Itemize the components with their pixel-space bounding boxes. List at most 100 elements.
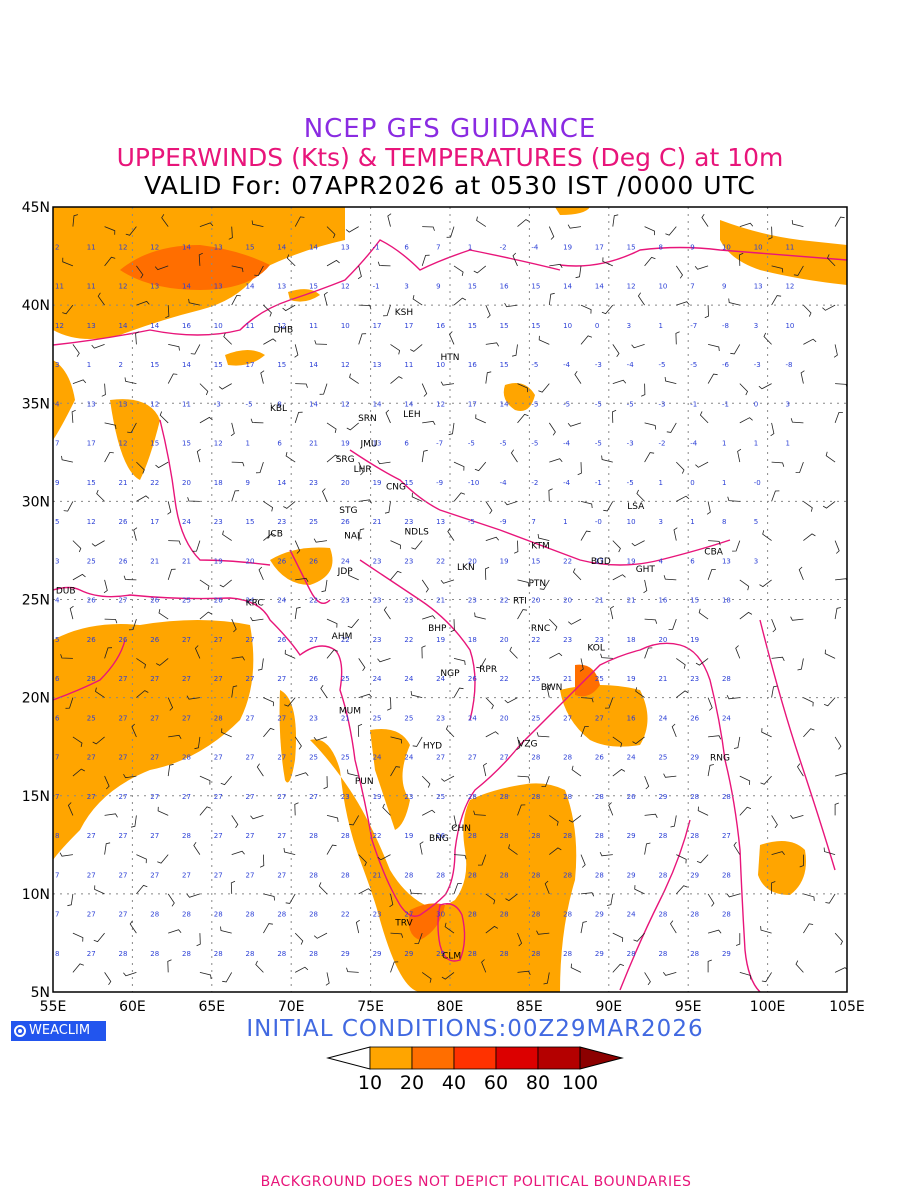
temperature-value: 14 [182, 243, 191, 251]
temperature-value: 14 [277, 479, 286, 487]
temperature-value: 27 [500, 754, 509, 762]
wind-barb [198, 252, 203, 266]
temperature-value: 16 [627, 714, 636, 722]
temperature-value: 12 [119, 440, 128, 448]
temperature-value: 26 [119, 518, 128, 526]
temperature-value: 27 [87, 871, 96, 879]
wind-barb [389, 893, 394, 908]
wind-barb [69, 605, 74, 620]
wind-barb [387, 213, 392, 227]
temperature-value: 17 [246, 361, 255, 369]
wind-barb [390, 376, 403, 384]
wind-barb [706, 501, 711, 515]
temperature-value: -5 [500, 440, 507, 448]
temperature-value: 28 [563, 793, 572, 801]
temperature-value: 28 [182, 832, 191, 840]
wind-barb [322, 488, 328, 502]
wind-barb [770, 422, 775, 437]
wind-barb [347, 769, 359, 777]
temperature-value: 15 [87, 479, 96, 487]
wind-barb [676, 658, 686, 669]
wind-barb [701, 213, 709, 227]
temperature-value: 21 [341, 714, 350, 722]
temperature-value: 29 [690, 871, 699, 879]
temperature-value: 27 [246, 832, 255, 840]
wind-barb [123, 972, 137, 977]
wind-barb [771, 295, 782, 306]
temperature-value: 28 [500, 950, 509, 958]
temperature-value: 28 [722, 675, 731, 683]
temperature-value: -4 [563, 479, 571, 487]
wind-barb [124, 377, 137, 384]
temperature-value: 12 [341, 400, 350, 408]
temperature-value: -7 [690, 322, 697, 330]
temperature-value: 28 [595, 832, 604, 840]
temperature-value: 3 [55, 557, 59, 565]
station-label: RNG [710, 753, 730, 763]
wind-barb [194, 736, 201, 750]
temperature-value: 13 [754, 283, 763, 291]
temperature-value: 10 [658, 283, 667, 291]
temperature-value: -9 [436, 479, 443, 487]
temperature-value: 22 [341, 636, 350, 644]
wind-barb [548, 488, 553, 502]
temperature-value: 25 [87, 714, 96, 722]
wind-barb [319, 383, 328, 395]
wind-barb [196, 448, 201, 463]
wind-barb [346, 422, 359, 431]
wind-barb [536, 930, 550, 935]
wind-barb [104, 972, 112, 986]
temperature-value: 20 [658, 636, 667, 644]
temperature-value: 17 [150, 518, 159, 526]
wind-barb [758, 383, 772, 390]
wind-barb [726, 893, 740, 898]
wind-barb [633, 932, 645, 942]
temperature-value: 27 [309, 636, 318, 644]
temperature-value: 21 [595, 597, 604, 605]
wind-barb [345, 226, 359, 233]
wind-barb [485, 342, 500, 347]
temperature-value: 27 [246, 636, 255, 644]
temperature-value: 19 [563, 243, 572, 251]
temperature-value: 15 [150, 361, 159, 369]
temperature-value: 7 [436, 243, 440, 251]
wind-barb [187, 497, 200, 502]
wind-barb [231, 265, 244, 273]
temperature-value: -4 [690, 440, 698, 448]
wind-barb [258, 566, 264, 581]
wind-barb [549, 458, 563, 463]
temperature-value: 24 [373, 754, 382, 762]
wind-barb [284, 697, 296, 707]
temperature-value: 24 [277, 597, 286, 605]
temperature-value: -4 [500, 479, 508, 487]
wind-barb [294, 540, 301, 554]
wind-barb [824, 649, 836, 659]
temperature-value: 27 [277, 754, 286, 762]
station-label: LKN [457, 563, 475, 573]
wind-barb [199, 775, 211, 785]
temperature-value: 27 [277, 793, 286, 801]
wind-barb [662, 971, 677, 976]
wind-barb [663, 773, 677, 778]
temperature-value: 15 [500, 361, 509, 369]
temperature-value: 28 [468, 911, 477, 919]
wind-barb [284, 649, 296, 659]
wind-barb [199, 383, 209, 396]
legend-label: 40 [442, 1072, 466, 1092]
wind-barb [196, 933, 201, 947]
wind-barb [771, 490, 780, 502]
wind-barb [358, 658, 366, 672]
wind-barb [286, 254, 296, 267]
temperature-value: 16 [436, 322, 445, 330]
temperature-value: 15 [468, 283, 477, 291]
temperature-value: 23 [404, 557, 413, 565]
wind-barb [325, 972, 330, 986]
temperature-value: 7 [55, 911, 59, 919]
temperature-value: -1 [595, 479, 602, 487]
wind-barb [323, 776, 328, 790]
wind-barb [708, 540, 721, 546]
temperature-value: 28 [341, 871, 350, 879]
wind-barb [739, 222, 754, 227]
lon-tick-label: 95E [675, 999, 702, 1015]
temperature-value: 28 [182, 950, 191, 958]
